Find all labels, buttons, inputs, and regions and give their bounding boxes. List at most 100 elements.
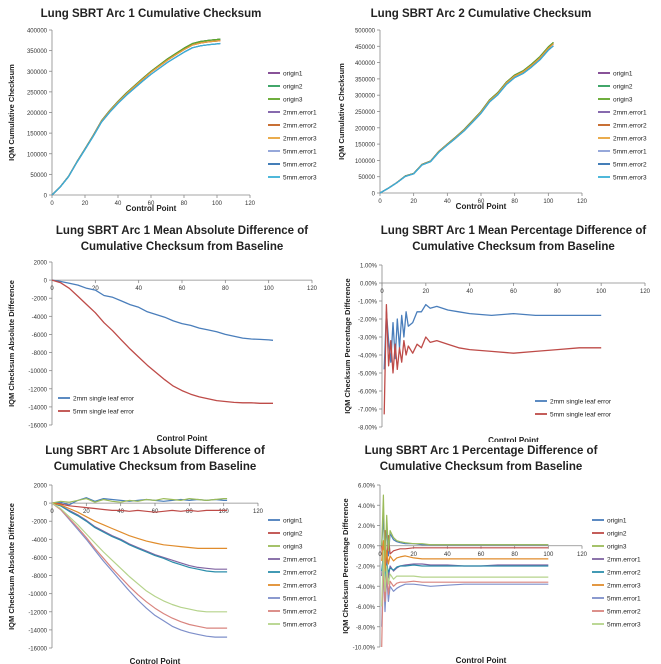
x-tick-label: 40 [444,199,451,205]
chart-title: Cumulative Checksum from Baseline [380,461,583,473]
legend-label: origin3 [607,544,627,551]
series-line-origin1 [379,41,554,194]
series-line-2mm-error1 [51,40,221,196]
series-line-5mm-error2 [381,560,549,648]
y-tick-label: 400000 [27,29,48,35]
legend-label: 5mm.error1 [283,149,317,156]
x-tick-label: 120 [640,289,651,295]
legend-label: 2mm.error2 [283,570,317,577]
legend-label: origin1 [613,71,633,78]
chart-arc2-cumulative: Lung SBRT Arc 2 Cumulative Checksum 0 5000… [337,8,647,211]
x-axis-label: Control Point [488,436,539,442]
chart-arc1-mean-absolute-difference: Lung SBRT Arc 1 Mean Absolute Difference… [7,225,318,442]
x-tick-label: 40 [117,509,124,515]
y-tick-label: -4.00% [358,354,378,360]
y-tick-label: 250000 [27,90,48,96]
chart-arc1-percentage-difference: Lung SBRT Arc 1 Percentage Difference of… [341,445,641,664]
y-tick-label: 6.00% [358,484,376,490]
legend-label: 2mm.error2 [613,123,647,130]
series-line-origin3 [51,497,228,504]
y-tick-label: -6.00% [358,390,378,396]
series-line-origin3 [379,41,554,194]
chart-title: Lung SBRT Arc 1 Absolute Difference of [45,445,265,457]
y-tick-label: -16000 [28,647,47,653]
y-tick-label: 0.00% [358,544,376,550]
y-tick-label: -8.00% [358,426,378,432]
y-tick-label: 0 [372,192,376,198]
x-tick-label: 100 [264,286,275,292]
x-tick-label: 0 [50,509,54,515]
x-axis-label: Control Point [456,656,507,664]
legend-label: 2mm.error1 [613,110,647,117]
chart-title: Lung SBRT Arc 1 Cumulative Checksum [41,8,262,20]
y-tick-label: 350000 [27,49,48,55]
y-tick-label: 50000 [30,173,47,179]
legend-label: 5mm.error2 [613,162,647,169]
series-line-5mm-error1 [51,502,228,638]
y-tick-label: 200000 [27,111,48,117]
y-tick-label: 300000 [355,94,376,100]
x-tick-label: 60 [478,552,485,558]
series-line-2mm-error3 [51,40,221,196]
series-line-origin2 [51,502,228,513]
series-line-2mm-single-leaf-error [51,279,274,341]
x-tick-label: 0 [378,552,382,558]
legend-label: 2mm single leaf error [550,399,612,406]
y-tick-label: -14000 [28,628,47,634]
y-tick-label: -12000 [28,610,47,616]
series-line-5mm-error2 [51,42,221,196]
legend-label: 2mm single leaf error [73,396,135,403]
legend-label: 2mm.error3 [283,583,317,590]
chart-title: Cumulative Checksum from Baseline [54,461,257,473]
x-tick-label: 80 [554,289,561,295]
y-tick-label: -8.00% [356,625,376,631]
series-line-2mm-error2 [379,43,554,194]
x-tick-label: 40 [444,552,451,558]
series-line-2mm-error1 [379,43,554,194]
legend-label: origin3 [613,97,633,104]
x-tick-label: 80 [186,509,193,515]
series-line-origin2 [379,41,554,194]
legend-label: 2mm.error3 [283,136,317,143]
x-tick-label: 20 [410,552,417,558]
legend-label: 5mm.error3 [607,622,641,629]
series-line-2mm-error3 [379,43,554,194]
y-tick-label: 300000 [27,70,48,76]
y-tick-label: 450000 [355,45,376,51]
y-tick-label: -6.00% [356,605,376,611]
legend-label: 5mm.error3 [283,622,317,629]
x-tick-label: 120 [307,286,318,292]
x-tick-label: 100 [212,201,223,207]
series-line-5mm-single-leaf-error [383,303,602,415]
legend-label: 5mm.error3 [613,175,647,182]
chart-title: Cumulative Checksum from Baseline [412,241,615,253]
x-tick-label: 0 [380,289,384,295]
series-line-2mm-error2 [51,40,221,196]
chart-arc1-mean-percentage-difference: Lung SBRT Arc 1 Mean Percentage Differen… [343,225,651,442]
legend-label: origin2 [613,84,633,91]
x-axis-label: Control Point [157,434,208,442]
x-tick-label: 20 [410,199,417,205]
x-tick-label: 40 [115,201,122,207]
y-tick-label: 2.00% [358,524,376,530]
y-tick-label: -10000 [28,369,47,375]
y-tick-label: -12000 [28,387,47,393]
y-tick-label: -2.00% [356,565,376,571]
y-tick-label: -5.00% [358,372,378,378]
legend-label: origin1 [283,518,303,525]
y-tick-label: 100000 [27,152,48,158]
x-tick-label: 60 [148,201,155,207]
x-tick-label: 20 [422,289,429,295]
series-line-origin1 [51,38,221,196]
legend-label: origin2 [283,84,303,91]
legend-label: 2mm.error3 [613,136,647,143]
chart-title: Lung SBRT Arc 1 Mean Percentage Differen… [381,225,647,237]
y-tick-label: -6000 [32,556,48,562]
series-line-origin1 [381,514,549,562]
series-line-5mm-error1 [381,565,549,627]
x-tick-label: 100 [596,289,607,295]
y-tick-label: 0 [44,502,48,508]
legend-label: 2mm.error1 [283,557,317,564]
legend-label: 5mm.error1 [613,149,647,156]
y-tick-label: -2000 [32,297,48,303]
